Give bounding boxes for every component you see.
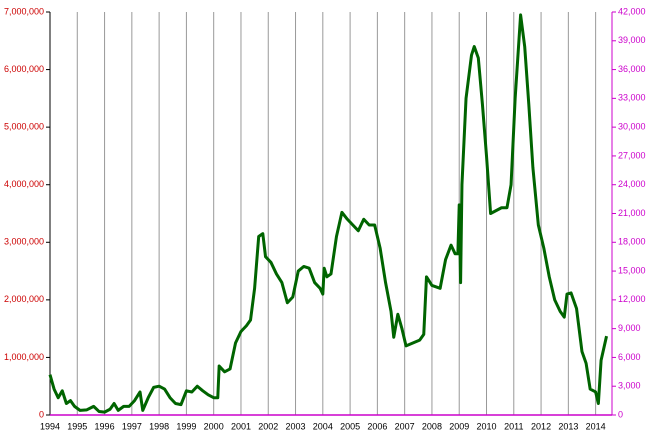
y2-tick-label: 18,000 [618,237,646,247]
x-tick-label: 2012 [531,421,551,431]
y-tick-label: 5,000,000 [4,122,44,132]
y-tick-label: 1,000,000 [4,352,44,362]
data-line [48,13,609,414]
y-tick-label: 0 [39,409,44,419]
y2-tick-label: 27,000 [618,150,646,160]
x-tick-label: 2004 [313,421,333,431]
x-tick-label: 2009 [449,421,469,431]
x-tick-label: 1997 [122,421,142,431]
x-tick-label: 2011 [504,421,523,431]
y2-tick-label: 12,000 [618,294,646,304]
y2-tick-label: 3,000 [618,381,641,391]
x-tick-label: 2005 [340,421,360,431]
x-tick-label: 2007 [395,421,415,431]
y2-tick-label: 21,000 [618,208,646,218]
y2-tick-label: 42,000 [618,6,646,16]
y2-tick-label: 0 [618,409,623,419]
y2-tick-label: 39,000 [618,35,646,45]
x-tick-label: 2006 [367,421,387,431]
x-tick-label: 2003 [286,421,306,431]
y2-tick-label: 15,000 [618,265,646,275]
x-tick-label: 2001 [231,421,251,431]
y2-tick-label: 9,000 [618,323,641,333]
x-tick-label: 2002 [258,421,278,431]
x-tick-label: 2010 [476,421,496,431]
x-tick-label: 1996 [95,421,115,431]
x-tick-label: 1998 [149,421,169,431]
y-tick-label: 2,000,000 [4,294,44,304]
x-tick-label: 1999 [176,421,196,431]
y2-tick-label: 24,000 [618,179,646,189]
y2-tick-label: 30,000 [618,122,646,132]
y2-tick-label: 6,000 [618,352,641,362]
y-tick-label: 3,000,000 [4,237,44,247]
y2-tick-label: 36,000 [618,64,646,74]
y2-tick-label: 33,000 [618,93,646,103]
x-tick-label: 2013 [558,421,578,431]
y-tick-label: 7,000,000 [4,6,44,16]
x-tick-label: 2014 [586,421,606,431]
x-tick-label: 1995 [67,421,87,431]
y-tick-label: 4,000,000 [4,179,44,189]
x-tick-label: 2008 [422,421,442,431]
x-tick-label: 2000 [204,421,224,431]
x-tick-label: 1994 [40,421,60,431]
y-tick-label: 6,000,000 [4,64,44,74]
